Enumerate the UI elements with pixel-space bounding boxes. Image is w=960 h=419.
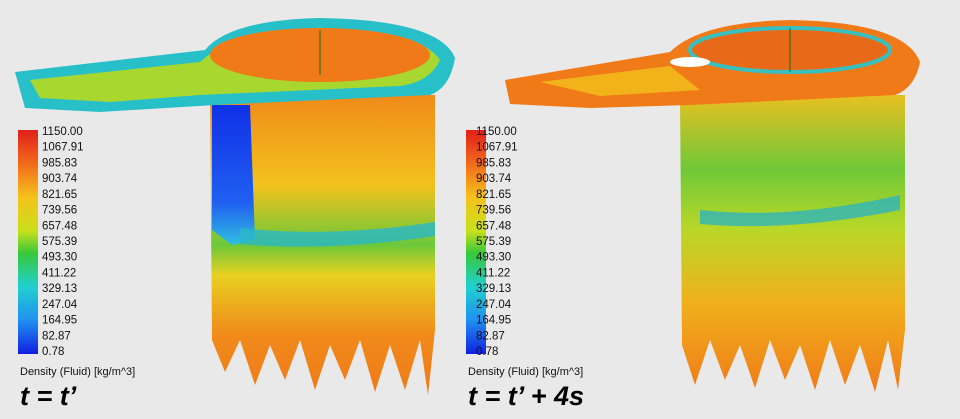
legend-tick-label: 1067.91 — [42, 142, 84, 154]
legend-tick-label: 329.13 — [42, 283, 77, 295]
legend-tick-label: 903.74 — [476, 173, 512, 185]
labels: 1150.00 1067.91 985.83 903.74 821.65 739.56 65… — [20, 126, 584, 411]
legend-tick-label: 985.83 — [42, 157, 77, 169]
legend-tick-label: 657.48 — [42, 220, 77, 232]
band — [700, 195, 900, 227]
legend-tick-label: 164.95 — [42, 315, 77, 327]
time-label: t = t’ — [20, 381, 77, 411]
simulation-left — [15, 18, 455, 395]
legend-tick-label: 1067.91 — [476, 142, 518, 154]
legend-tick-label: 1150.00 — [42, 126, 83, 138]
band — [240, 222, 435, 247]
legend-tick-label: 164.95 — [476, 315, 511, 327]
legend-tick-label: 575.39 — [476, 236, 511, 248]
legend-tick-label: 1150.00 — [476, 126, 517, 138]
legend-tick-label: 0.78 — [476, 346, 498, 358]
legend-tick-label: 821.65 — [42, 189, 77, 201]
time-label: t = t’ + 4s — [468, 381, 584, 411]
low-density-region — [212, 105, 255, 245]
legend-tick-label: 493.30 — [42, 252, 77, 264]
legend-tick-label: 903.74 — [42, 173, 78, 185]
legend-tick-label: 247.04 — [42, 299, 78, 311]
legend-tick-label: 329.13 — [476, 283, 511, 295]
legend-tick-label: 985.83 — [476, 157, 511, 169]
legend-tick-label: 0.78 — [42, 346, 64, 358]
colorbar — [466, 130, 486, 354]
legend-title: Density (Fluid) [kg/m^3] — [468, 366, 583, 378]
legend-tick-label: 739.56 — [476, 205, 511, 217]
void — [670, 57, 710, 67]
legend-tick-label: 82.87 — [42, 330, 71, 342]
legend-tick-label: 657.48 — [476, 220, 511, 232]
legend-tick-label: 411.22 — [42, 267, 76, 279]
top-plate-detail — [540, 66, 700, 96]
legend-tick-label: 575.39 — [42, 236, 77, 248]
legend-tick-label: 739.56 — [42, 205, 77, 217]
legend-title: Density (Fluid) [kg/m^3] — [20, 366, 135, 378]
cylinder — [680, 95, 905, 392]
colorbar — [18, 130, 38, 354]
simulation-right — [505, 20, 920, 392]
legend-tick-label: 82.87 — [476, 330, 505, 342]
legend-tick-label: 493.30 — [476, 252, 511, 264]
legend-tick-label: 247.04 — [476, 299, 512, 311]
legend-tick-label: 411.22 — [476, 267, 510, 279]
legend-tick-label: 821.65 — [476, 189, 511, 201]
